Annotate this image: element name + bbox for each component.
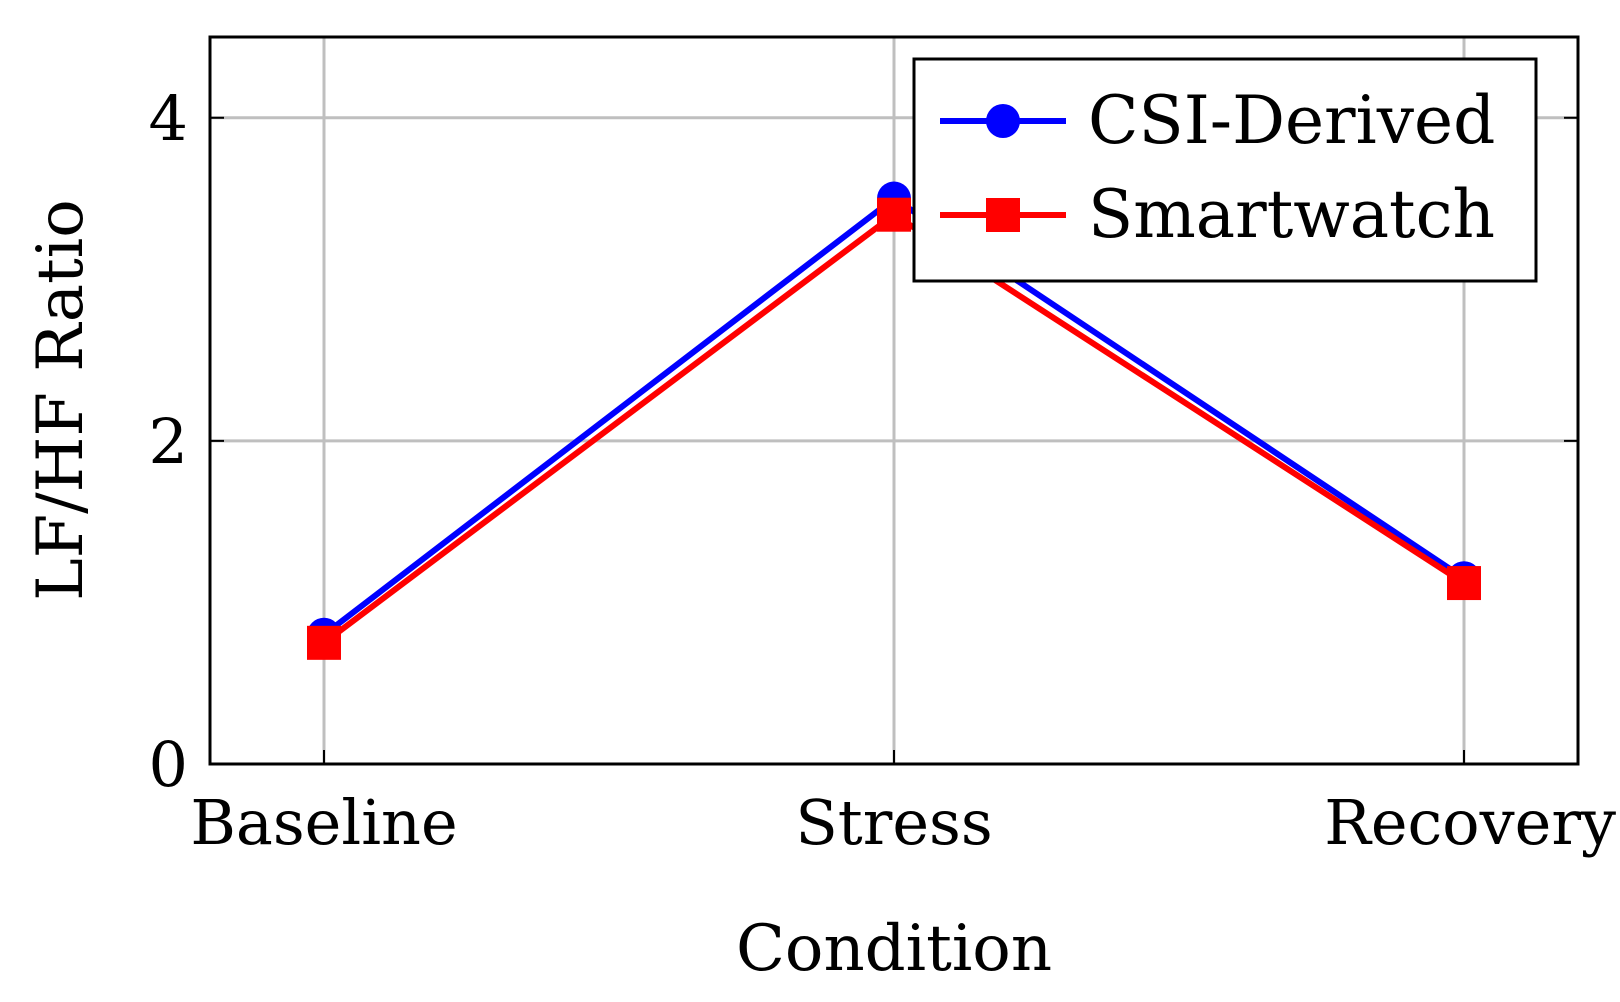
legend-label: Smartwatch xyxy=(1088,176,1495,253)
y-tick-labels: 0 2 4 xyxy=(149,82,188,801)
legend-marker xyxy=(986,198,1020,232)
y-tick-label: 0 xyxy=(149,728,188,801)
legend-marker xyxy=(986,104,1020,138)
x-tick-label: Recovery xyxy=(1324,786,1616,859)
data-point xyxy=(307,625,341,660)
series-layer xyxy=(307,181,1481,660)
plot-frame xyxy=(208,35,1580,766)
y-tick-label: 2 xyxy=(149,405,188,478)
x-tick-labels: Baseline Stress Recovery xyxy=(190,786,1616,859)
y-axis-label: LF/HF Ratio xyxy=(24,199,98,601)
legend-box xyxy=(912,57,1538,283)
data-point xyxy=(1447,566,1481,601)
x-axis-label: Condition xyxy=(736,912,1052,986)
x-tick-label: Stress xyxy=(795,786,992,859)
data-point xyxy=(877,197,911,232)
y-tick-label: 4 xyxy=(149,82,188,155)
legend-entries: CSI-Derived Smartwatch xyxy=(940,82,1495,253)
legend-label: CSI-Derived xyxy=(1088,82,1495,159)
legend: CSI-Derived Smartwatch xyxy=(912,57,1538,283)
x-tick-label: Baseline xyxy=(190,786,457,859)
